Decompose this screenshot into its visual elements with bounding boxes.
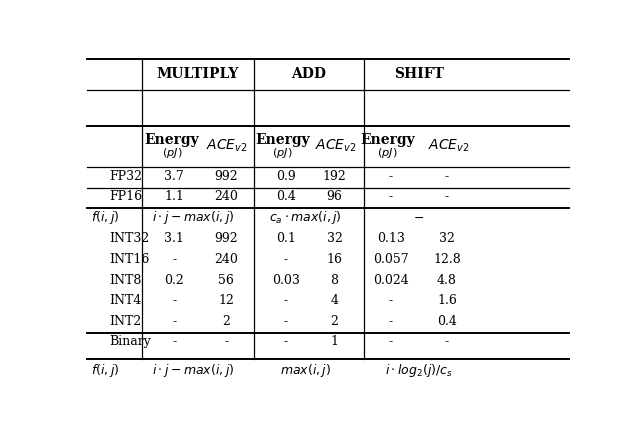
Text: $i \cdot j - max(i,j)$: $i \cdot j - max(i,j)$	[152, 363, 234, 379]
Text: $i \cdot j - max(i,j)$: $i \cdot j - max(i,j)$	[152, 209, 234, 226]
Text: $-$: $-$	[413, 211, 424, 224]
Text: -: -	[172, 315, 176, 328]
Text: -: -	[284, 315, 288, 328]
Text: 12.8: 12.8	[433, 253, 461, 266]
Text: Energy: Energy	[360, 133, 415, 147]
Text: $c_a \cdot max(i,j)$: $c_a \cdot max(i,j)$	[269, 209, 342, 226]
Text: $(pJ)$: $(pJ)$	[378, 146, 397, 160]
Text: 4.8: 4.8	[437, 273, 457, 287]
Text: -: -	[284, 294, 288, 307]
Text: 0.4: 0.4	[276, 190, 296, 203]
Text: INT2: INT2	[110, 315, 142, 328]
Text: $f(i,j)$: $f(i,j)$	[91, 209, 119, 226]
Text: -: -	[445, 170, 449, 183]
Text: 2: 2	[222, 315, 230, 328]
Text: Energy: Energy	[145, 133, 199, 147]
Text: $i \cdot log_2(j)/c_s$: $i \cdot log_2(j)/c_s$	[385, 363, 452, 379]
Text: 3.7: 3.7	[164, 170, 184, 183]
Text: 1: 1	[330, 335, 339, 348]
Text: 992: 992	[214, 170, 238, 183]
Text: 2: 2	[330, 315, 339, 328]
Text: $max(i,j)$: $max(i,j)$	[280, 363, 332, 379]
Text: ADD: ADD	[291, 67, 326, 81]
Text: 1.6: 1.6	[437, 294, 457, 307]
Text: FP16: FP16	[110, 190, 143, 203]
Text: -: -	[172, 253, 176, 266]
Text: $ACE_{v2}$: $ACE_{v2}$	[428, 138, 469, 154]
Text: $ACE_{v2}$: $ACE_{v2}$	[207, 138, 248, 154]
Text: 192: 192	[323, 170, 346, 183]
Text: -: -	[389, 315, 393, 328]
Text: 96: 96	[326, 190, 342, 203]
Text: 0.9: 0.9	[276, 170, 296, 183]
Text: 16: 16	[326, 253, 342, 266]
Text: 32: 32	[326, 232, 342, 245]
Text: Binary: Binary	[110, 335, 152, 348]
Text: -: -	[389, 335, 393, 348]
Text: 12: 12	[218, 294, 234, 307]
Text: -: -	[389, 190, 393, 203]
Text: 0.03: 0.03	[272, 273, 300, 287]
Text: INT32: INT32	[110, 232, 150, 245]
Text: 0.1: 0.1	[276, 232, 296, 245]
Text: $(pJ)$: $(pJ)$	[161, 146, 182, 160]
Text: -: -	[284, 253, 288, 266]
Text: 0.4: 0.4	[437, 315, 457, 328]
Text: -: -	[445, 190, 449, 203]
Text: 32: 32	[439, 232, 455, 245]
Text: Energy: Energy	[255, 133, 310, 147]
Text: 240: 240	[214, 190, 238, 203]
Text: SHIFT: SHIFT	[394, 67, 444, 81]
Text: -: -	[172, 335, 176, 348]
Text: 8: 8	[330, 273, 339, 287]
Text: 3.1: 3.1	[164, 232, 184, 245]
Text: INT8: INT8	[110, 273, 142, 287]
Text: -: -	[389, 294, 393, 307]
Text: 0.2: 0.2	[164, 273, 184, 287]
Text: -: -	[224, 335, 228, 348]
Text: 4: 4	[330, 294, 339, 307]
Text: INT4: INT4	[110, 294, 142, 307]
Text: -: -	[445, 335, 449, 348]
Text: INT16: INT16	[110, 253, 150, 266]
Text: 56: 56	[218, 273, 234, 287]
Text: MULTIPLY: MULTIPLY	[156, 67, 239, 81]
Text: $ACE_{v2}$: $ACE_{v2}$	[315, 138, 356, 154]
Text: 992: 992	[214, 232, 238, 245]
Text: -: -	[284, 335, 288, 348]
Text: $f(i,j)$: $f(i,j)$	[91, 363, 119, 379]
Text: -: -	[389, 170, 393, 183]
Text: -: -	[172, 294, 176, 307]
Text: $(pJ)$: $(pJ)$	[272, 146, 292, 160]
Text: 0.057: 0.057	[373, 253, 409, 266]
Text: FP32: FP32	[110, 170, 143, 183]
Text: 0.13: 0.13	[377, 232, 405, 245]
Text: 1.1: 1.1	[164, 190, 184, 203]
Text: 0.024: 0.024	[373, 273, 409, 287]
Text: 240: 240	[214, 253, 238, 266]
